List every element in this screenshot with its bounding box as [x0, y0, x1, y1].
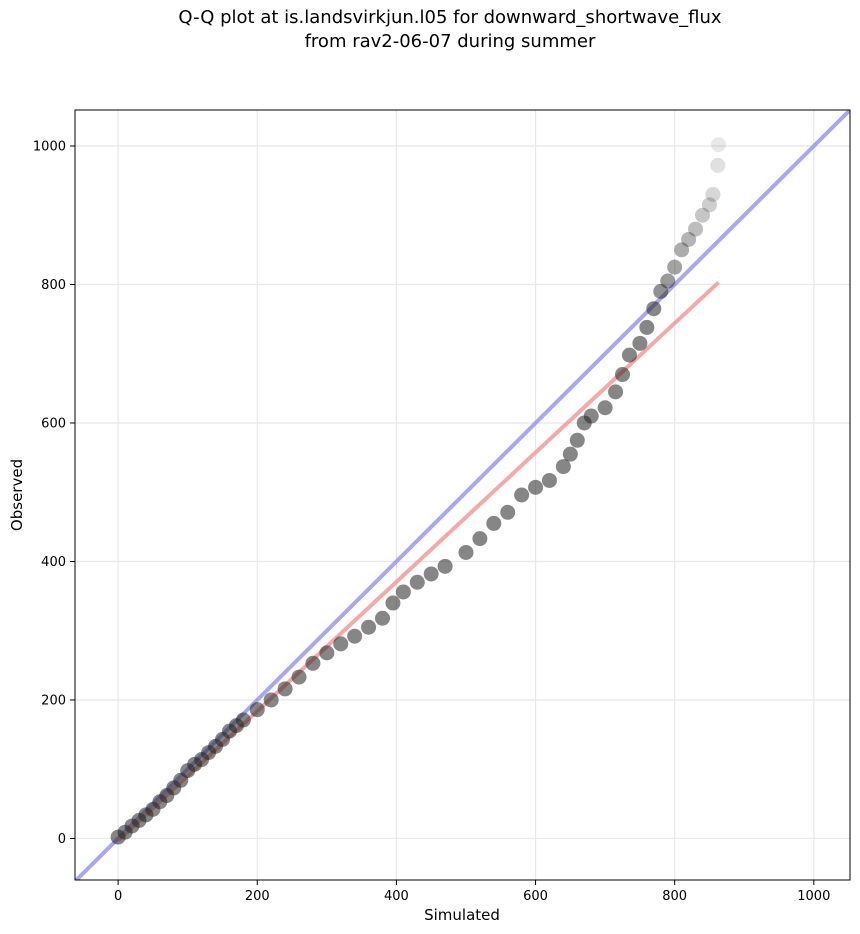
quantile-point [701, 197, 717, 213]
quantile-point [514, 487, 530, 503]
quantile-point [305, 655, 321, 671]
quantile-point [621, 347, 637, 363]
quantile-point [263, 692, 279, 708]
quantile-point [674, 242, 690, 258]
quantile-point [333, 636, 349, 652]
y-tick-label: 1000 [33, 140, 66, 155]
quantile-point [235, 712, 251, 728]
quantile-point [569, 432, 585, 448]
quantile-point [695, 207, 711, 223]
quantile-point [583, 408, 599, 424]
quantile-points [110, 137, 727, 845]
quantile-point [615, 367, 631, 383]
quantile-point [608, 384, 624, 400]
y-tick-label: 800 [41, 278, 66, 293]
quantile-point [249, 702, 265, 718]
quantile-point [711, 137, 727, 153]
quantile-point [688, 221, 704, 237]
quantile-point [710, 157, 726, 173]
x-axis-label: Simulated [424, 906, 500, 924]
quantile-point [660, 273, 676, 289]
quantile-point [528, 479, 544, 495]
axis-ticks: 0 200 400 600 800 1000 0 200 400 600 800 1000 [33, 140, 830, 904]
quantile-point [361, 619, 377, 635]
quantile-point [409, 574, 425, 590]
quantile-point [541, 472, 557, 488]
chart-title-line-2: from rav2-06-07 during summer [304, 31, 596, 52]
quantile-point [653, 283, 669, 299]
x-tick-label: 1000 [797, 889, 830, 904]
quantile-point [705, 186, 721, 202]
quantile-point [385, 595, 401, 611]
quantile-point [639, 319, 655, 335]
x-tick-label: 200 [245, 889, 270, 904]
quantile-point [562, 446, 578, 462]
x-tick-label: 800 [662, 889, 687, 904]
x-tick-label: 0 [114, 889, 122, 904]
quantile-point [555, 459, 571, 475]
chart-title: Q-Q plot at is.landsvirkjun.l05 for down… [0, 6, 860, 54]
quantile-point [486, 515, 502, 531]
grid [75, 110, 850, 880]
quantile-point [347, 628, 363, 644]
quantile-point [374, 610, 390, 626]
y-tick-label: 200 [41, 693, 66, 708]
quantile-point [291, 669, 307, 685]
plot-frame [74, 109, 851, 881]
y-tick-label: 600 [41, 416, 66, 431]
quantile-point [437, 558, 453, 574]
quantile-point [423, 566, 439, 582]
quantile-point [681, 231, 697, 247]
quantile-point [277, 681, 293, 697]
chart-title-line-1: Q-Q plot at is.landsvirkjun.l05 for down… [178, 7, 722, 28]
x-tick-label: 600 [523, 889, 548, 904]
quantile-point [395, 584, 411, 600]
quantile-point [667, 259, 683, 275]
quantile-point [646, 301, 662, 317]
quantile-point [632, 335, 648, 351]
quantile-point [319, 645, 335, 661]
x-tick-label: 400 [384, 889, 409, 904]
y-tick-label: 400 [41, 555, 66, 570]
quantile-point [458, 544, 474, 560]
quantile-point [500, 504, 516, 520]
y-tick-label: 0 [58, 832, 66, 847]
y-axis-label: Observed [8, 459, 26, 531]
quantile-point [597, 400, 613, 416]
quantile-point [472, 531, 488, 547]
